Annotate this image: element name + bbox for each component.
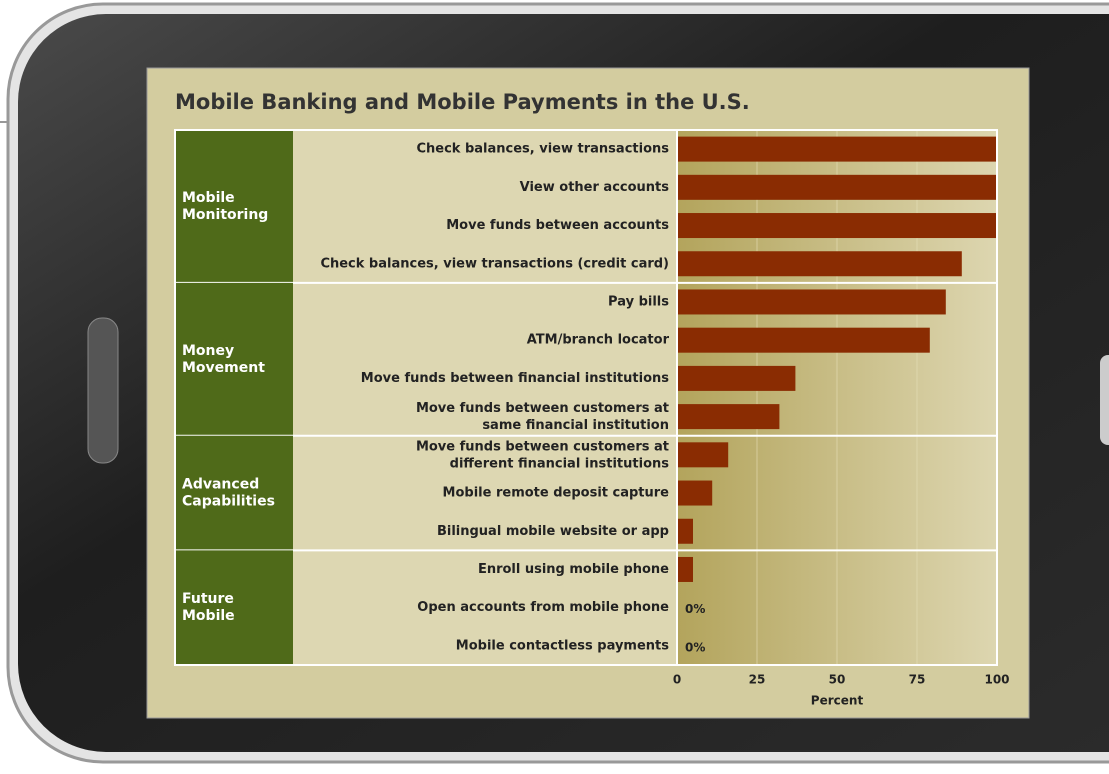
x-tick-label: 0	[673, 673, 681, 687]
bar	[677, 442, 728, 467]
category-label: Mobile contactless payments	[456, 638, 669, 653]
category-label: Check balances, view transactions (credi…	[320, 256, 669, 271]
bar	[677, 213, 997, 238]
category-label: Enroll using mobile phone	[478, 562, 669, 577]
value-label: 0%	[685, 640, 705, 654]
category-label: View other accounts	[520, 180, 670, 195]
value-label: 0%	[685, 602, 705, 616]
category-label: Check balances, view transactions	[416, 142, 669, 157]
chart: Mobile Banking and Mobile Payments in th…	[0, 0, 1109, 770]
category-label: Move funds between accounts	[446, 218, 669, 233]
x-tick-label: 100	[984, 673, 1009, 687]
bar	[677, 481, 712, 506]
x-tick-label: 75	[909, 673, 926, 687]
category-label: Open accounts from mobile phone	[417, 600, 669, 615]
bar	[677, 557, 693, 582]
category-label: Pay bills	[608, 294, 669, 309]
category-label: Move funds between financial institution…	[361, 371, 669, 386]
speaker	[88, 318, 118, 463]
category-label: Bilingual mobile website or app	[437, 524, 669, 539]
bar	[677, 251, 962, 276]
x-axis-label: Percent	[811, 694, 864, 708]
bar	[677, 519, 693, 544]
bar	[677, 137, 997, 162]
x-tick-label: 50	[829, 673, 846, 687]
side-button	[1100, 355, 1109, 445]
label-area	[293, 130, 677, 665]
bar	[677, 366, 795, 391]
chart-title: Mobile Banking and Mobile Payments in th…	[175, 90, 750, 114]
bar	[677, 328, 930, 353]
bar	[677, 175, 997, 200]
x-tick-label: 25	[749, 673, 766, 687]
bar	[677, 289, 946, 314]
category-label: Mobile remote deposit capture	[443, 486, 670, 501]
category-label: ATM/branch locator	[527, 333, 670, 348]
page: {"chart_data": {"type": "bar", "title": …	[0, 0, 1109, 770]
bar	[677, 404, 779, 429]
